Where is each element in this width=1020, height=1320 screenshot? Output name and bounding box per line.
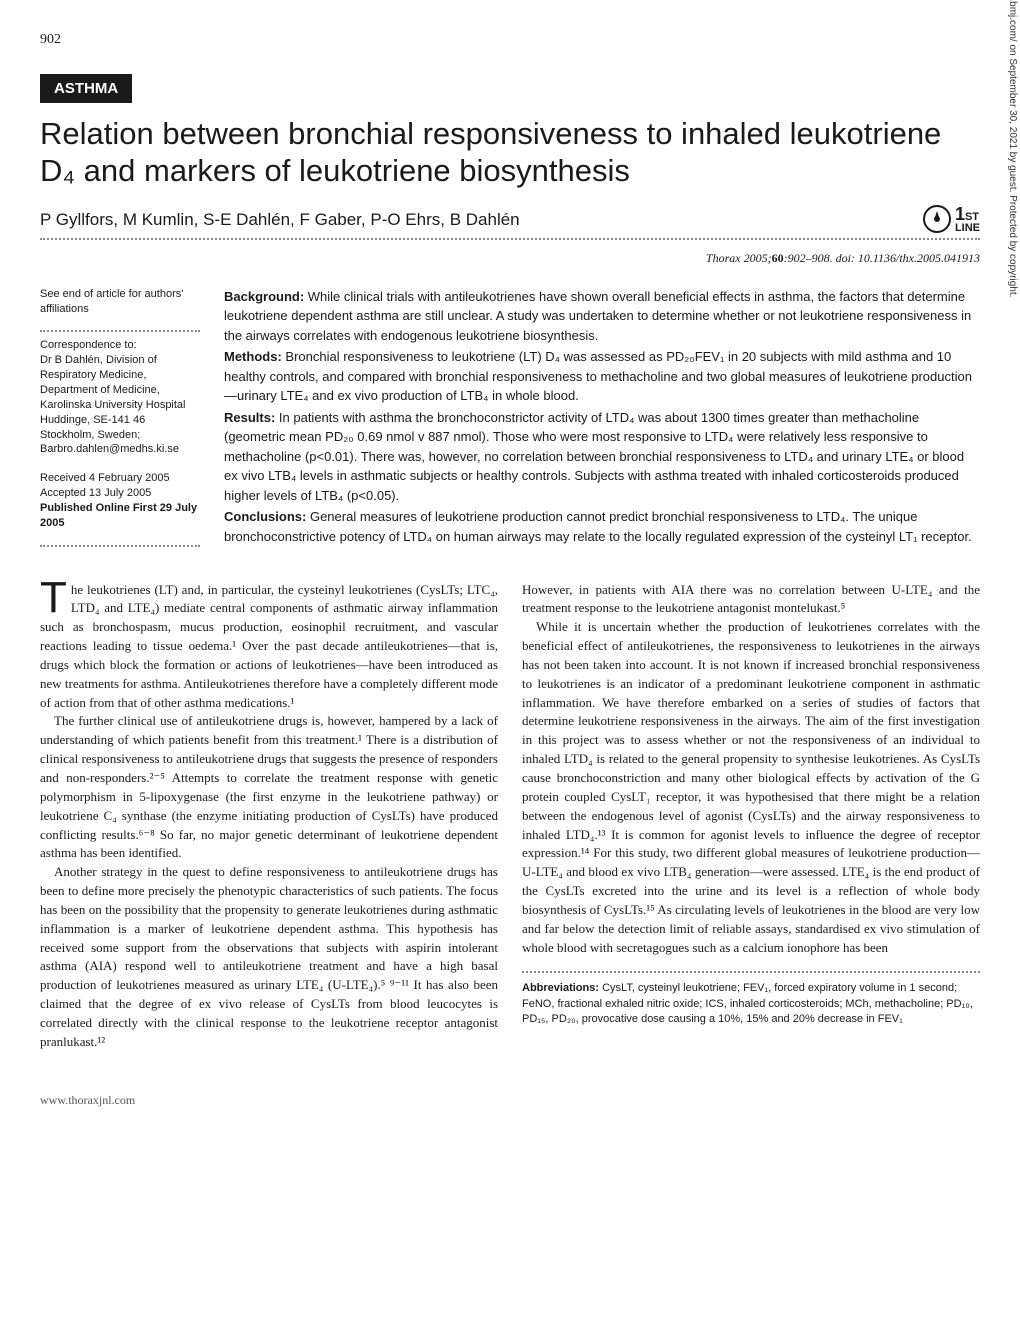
citation-doi: doi: 10.1136/thx.2005.041913 [836,251,980,265]
sidebar-divider [40,330,200,332]
dropcap: T [40,581,71,615]
side-copyright: Thorax: first published as 10.1136/thx.2… [1005,0,1019,297]
first-line-logo: 1ST LINE [923,205,980,234]
body-p5: While it is uncertain whether the produc… [522,618,980,957]
methods-text: Bronchial responsiveness to leukotriene … [224,349,972,403]
conclusions-text: General measures of leukotriene producti… [224,509,972,544]
logo-circle [923,205,951,233]
results-text: In patients with asthma the bronchoconst… [224,410,964,503]
published-date: Published Online First 29 July 2005 [40,501,200,531]
body-p2: The further clinical use of antileukotri… [40,712,498,863]
abbreviations-box: Abbreviations: CysLT, cysteinyl leukotri… [522,971,980,1027]
authors: P Gyllfors, M Kumlin, S-E Dahlén, F Gabe… [40,208,520,232]
section-badge: ASTHMA [40,74,132,103]
body-p3: Another strategy in the quest to define … [40,863,498,1051]
abstract-section: See end of article for authors' affiliat… [40,287,980,553]
conclusions-label: Conclusions: [224,509,306,524]
compass-icon [927,209,947,229]
citation-year: 2005 [744,251,768,265]
logo-text: 1ST LINE [955,205,980,234]
methods-label: Methods: [224,349,282,364]
correspondence-block: Correspondence to: Dr B Dahlén, Division… [40,338,200,457]
body-columns: The leukotrienes (LT) and, in particular… [40,581,980,1052]
dates-block: Received 4 February 2005 Accepted 13 Jul… [40,471,200,530]
background-text: While clinical trials with antileukotrie… [224,289,971,343]
page-number: 902 [40,30,980,50]
abbrev-label: Abbreviations: [522,982,599,994]
correspondence-label: Correspondence to: [40,338,200,353]
sidebar: See end of article for authors' affiliat… [40,287,200,553]
citation-vol: 60 [772,251,784,265]
results-label: Results: [224,410,275,425]
accepted-date: Accepted 13 July 2005 [40,486,200,501]
divider [40,238,980,240]
article-title: Relation between bronchial responsivenes… [40,115,980,189]
citation-journal: Thorax [706,251,741,265]
affiliations-note: See end of article for authors' affiliat… [40,287,200,317]
citation-pages: 902–908 [788,251,830,265]
correspondence-text: Dr B Dahlén, Division of Respiratory Med… [40,353,200,457]
sidebar-divider-2 [40,545,200,547]
logo-number: 1 [955,204,965,224]
logo-line: LINE [955,222,980,234]
body-p1-text: he leukotrienes (LT) and, in particular,… [40,582,498,710]
background-label: Background: [224,289,304,304]
received-date: Received 4 February 2005 [40,471,200,486]
body-p1: The leukotrienes (LT) and, in particular… [40,581,498,713]
footer-url: www.thoraxjnl.com [40,1092,980,1109]
citation: Thorax 2005;60:902–908. doi: 10.1136/thx… [40,250,980,267]
body-p4: However, in patients with AIA there was … [522,581,980,619]
abstract: Background: While clinical trials with a… [224,287,980,553]
authors-row: P Gyllfors, M Kumlin, S-E Dahlén, F Gabe… [40,205,980,234]
